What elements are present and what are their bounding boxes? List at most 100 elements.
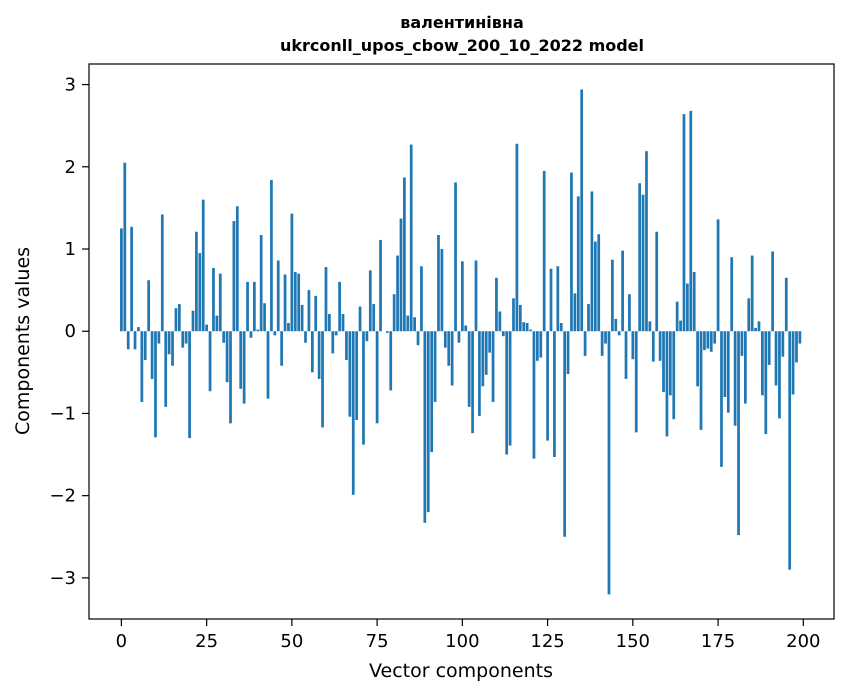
bar-179 bbox=[730, 257, 734, 332]
bar-21 bbox=[191, 310, 195, 332]
bar-118 bbox=[522, 322, 526, 332]
bar-59 bbox=[321, 331, 324, 428]
bar-47 bbox=[280, 331, 284, 366]
bar-48 bbox=[283, 274, 287, 332]
bar-14 bbox=[167, 331, 171, 355]
bar-142 bbox=[604, 331, 607, 344]
bar-97 bbox=[450, 331, 454, 386]
bar-74 bbox=[372, 304, 376, 332]
bar-176 bbox=[720, 331, 723, 467]
bar-25 bbox=[205, 324, 208, 332]
bar-109 bbox=[491, 331, 495, 402]
bar-30 bbox=[222, 331, 226, 343]
bar-183 bbox=[743, 331, 747, 404]
bar-178 bbox=[726, 331, 730, 413]
bar-24 bbox=[201, 199, 205, 332]
bar-66 bbox=[345, 331, 348, 360]
bar-161 bbox=[668, 331, 672, 396]
bar-120 bbox=[529, 329, 532, 332]
bar-173 bbox=[709, 331, 713, 352]
bar-196 bbox=[788, 331, 792, 570]
bar-115 bbox=[512, 298, 515, 332]
bar-28 bbox=[215, 315, 219, 332]
bar-186 bbox=[754, 327, 757, 332]
chart-title-line-1: валентинівна bbox=[400, 13, 524, 32]
bar-22 bbox=[195, 231, 198, 332]
bar-90 bbox=[426, 331, 430, 513]
bar-192 bbox=[774, 331, 778, 386]
bar-73 bbox=[368, 270, 372, 332]
bar-152 bbox=[638, 183, 642, 332]
bar-180 bbox=[733, 331, 737, 426]
bar-55 bbox=[307, 290, 311, 332]
x-tick-label: 175 bbox=[701, 631, 735, 652]
bar-39 bbox=[253, 281, 256, 332]
bar-157 bbox=[655, 231, 659, 332]
bar-159 bbox=[662, 331, 665, 393]
bar-100 bbox=[460, 261, 464, 332]
bar-110 bbox=[495, 277, 498, 332]
bar-3 bbox=[130, 226, 133, 332]
bar-102 bbox=[467, 331, 471, 407]
bar-23 bbox=[198, 253, 202, 332]
bar-96 bbox=[447, 331, 451, 366]
bar-136 bbox=[583, 331, 587, 356]
bar-85 bbox=[409, 144, 413, 332]
bar-31 bbox=[225, 331, 229, 383]
bar-185 bbox=[750, 255, 754, 332]
y-tick-label: 0 bbox=[65, 321, 76, 342]
bar-42 bbox=[263, 303, 266, 332]
bar-54 bbox=[304, 331, 307, 343]
bar-58 bbox=[317, 331, 321, 379]
bar-7 bbox=[143, 331, 147, 360]
bar-127 bbox=[553, 331, 556, 458]
bar-133 bbox=[573, 293, 577, 332]
bar-52 bbox=[297, 273, 301, 332]
x-tick-label: 50 bbox=[280, 631, 303, 652]
bar-50 bbox=[290, 213, 294, 332]
bar-91 bbox=[430, 331, 434, 453]
bar-45 bbox=[273, 331, 277, 336]
bar-199 bbox=[798, 331, 802, 344]
bar-89 bbox=[423, 331, 427, 523]
bar-164 bbox=[679, 320, 682, 332]
bar-122 bbox=[536, 331, 539, 361]
bar-6 bbox=[140, 331, 144, 402]
bar-117 bbox=[518, 304, 522, 332]
bar-5 bbox=[137, 327, 140, 332]
bar-11 bbox=[157, 331, 161, 344]
bar-190 bbox=[767, 331, 771, 365]
bar-46 bbox=[276, 260, 280, 332]
bar-167 bbox=[689, 110, 693, 332]
bar-119 bbox=[525, 323, 529, 332]
bar-106 bbox=[481, 331, 485, 387]
bar-19 bbox=[184, 331, 188, 344]
bar-49 bbox=[287, 323, 290, 332]
bar-175 bbox=[716, 219, 720, 332]
bar-177 bbox=[723, 331, 727, 397]
bar-169 bbox=[696, 331, 699, 387]
bar-125 bbox=[546, 331, 549, 441]
bar-17 bbox=[177, 304, 181, 332]
y-tick-label: 3 bbox=[65, 75, 76, 96]
bar-35 bbox=[239, 331, 243, 389]
bar-121 bbox=[532, 331, 536, 459]
bar-165 bbox=[682, 114, 686, 332]
bar-71 bbox=[362, 331, 365, 445]
bar-12 bbox=[160, 214, 164, 332]
bar-82 bbox=[399, 218, 403, 332]
bar-8 bbox=[147, 280, 151, 332]
bar-160 bbox=[665, 331, 669, 437]
y-tick-label: −2 bbox=[49, 486, 76, 507]
bar-170 bbox=[699, 331, 703, 430]
bar-184 bbox=[747, 298, 751, 332]
bar-26 bbox=[208, 331, 212, 392]
chart-title-line-2: ukrconll_upos_cbow_200_10_2022 model bbox=[280, 36, 644, 55]
bar-172 bbox=[706, 331, 710, 349]
bar-146 bbox=[617, 331, 621, 336]
bar-56 bbox=[310, 331, 314, 373]
bar-194 bbox=[781, 331, 785, 357]
bar-63 bbox=[334, 331, 338, 336]
bar-18 bbox=[181, 331, 185, 348]
bar-193 bbox=[778, 331, 781, 419]
